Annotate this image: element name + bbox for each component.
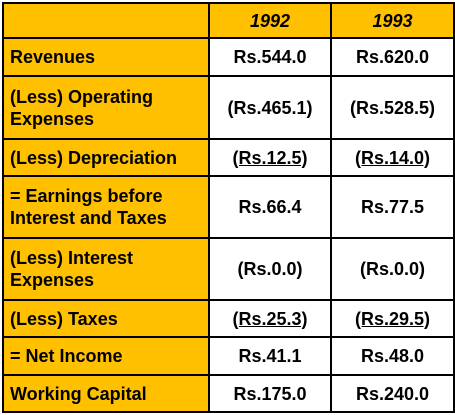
table-row: (Less) Depreciation (Rs.12.5) (Rs.14.0) xyxy=(2,138,455,177)
value-cell: Rs.66.4 xyxy=(208,175,332,239)
value-text: (Rs.0.0) xyxy=(237,259,303,279)
value-cell: (Rs.25.3) xyxy=(208,299,332,338)
row-label: Working Capital xyxy=(2,374,210,413)
value-text: Rs.41.1 xyxy=(238,346,302,366)
value-cell: Rs.77.5 xyxy=(330,175,455,239)
value-text: Rs.240.0 xyxy=(355,383,430,404)
table-row: (Less) Interest Expenses (Rs.0.0) (Rs.0.0) xyxy=(2,237,455,301)
value-text: (Rs.528.5) xyxy=(349,97,436,118)
value-text: Rs.175.0 xyxy=(233,383,307,404)
value-cell: (Rs.14.0) xyxy=(330,138,455,177)
value-cell: Rs.175.0 xyxy=(208,374,332,413)
value-cell: (Rs.465.1) xyxy=(208,75,332,140)
table-row: = Net Income Rs.41.1 Rs.48.0 xyxy=(2,336,455,376)
value-cell: (Rs.12.5) xyxy=(208,138,332,177)
row-label: = Earnings before Interest and Taxes xyxy=(2,175,210,239)
row-label: = Net Income xyxy=(2,336,210,376)
table-row: (Less) Taxes (Rs.25.3) (Rs.29.5) xyxy=(2,299,455,338)
corner-cell xyxy=(2,2,210,39)
value-cell: (Rs.0.0) xyxy=(208,237,332,301)
value-text: (Rs.29.5) xyxy=(354,308,431,329)
table-row: (Less) Operating Expenses (Rs.465.1) (Rs.5… xyxy=(2,75,455,140)
value-text: (Rs.25.3) xyxy=(232,308,308,329)
row-label: (Less) Interest Expenses xyxy=(2,237,210,301)
year-header: 1992 xyxy=(208,2,332,39)
value-text: (Rs.12.5) xyxy=(232,147,308,168)
row-label: (Less) Depreciation xyxy=(2,138,210,177)
row-label: (Less) Operating Expenses xyxy=(2,75,210,140)
value-cell: Rs.48.0 xyxy=(330,336,455,376)
value-text: (Rs.0.0) xyxy=(359,259,426,279)
value-cell: (Rs.0.0) xyxy=(330,237,455,301)
value-cell: Rs.41.1 xyxy=(208,336,332,376)
year-header: 1993 xyxy=(330,2,455,39)
value-text: Rs.544.0 xyxy=(233,47,307,67)
value-text: Rs.48.0 xyxy=(360,346,425,366)
value-text: (Rs.14.0) xyxy=(354,147,431,168)
header-row: 1992 1993 xyxy=(2,2,455,39)
value-cell: Rs.544.0 xyxy=(208,37,332,77)
table-row: Working Capital Rs.175.0 Rs.240.0 xyxy=(2,374,455,413)
value-text: Rs.66.4 xyxy=(238,197,302,217)
value-text: Rs.77.5 xyxy=(360,197,425,217)
value-cell: (Rs.29.5) xyxy=(330,299,455,338)
row-label: Revenues xyxy=(2,37,210,77)
value-cell: (Rs.528.5) xyxy=(330,75,455,140)
value-cell: Rs.240.0 xyxy=(330,374,455,413)
value-cell: Rs.620.0 xyxy=(330,37,455,77)
row-label: (Less) Taxes xyxy=(2,299,210,338)
value-text: (Rs.465.1) xyxy=(227,97,313,118)
value-text: Rs.620.0 xyxy=(355,47,430,67)
table-row: = Earnings before Interest and Taxes Rs.6… xyxy=(2,175,455,239)
table-row: Revenues Rs.544.0 Rs.620.0 xyxy=(2,37,455,77)
